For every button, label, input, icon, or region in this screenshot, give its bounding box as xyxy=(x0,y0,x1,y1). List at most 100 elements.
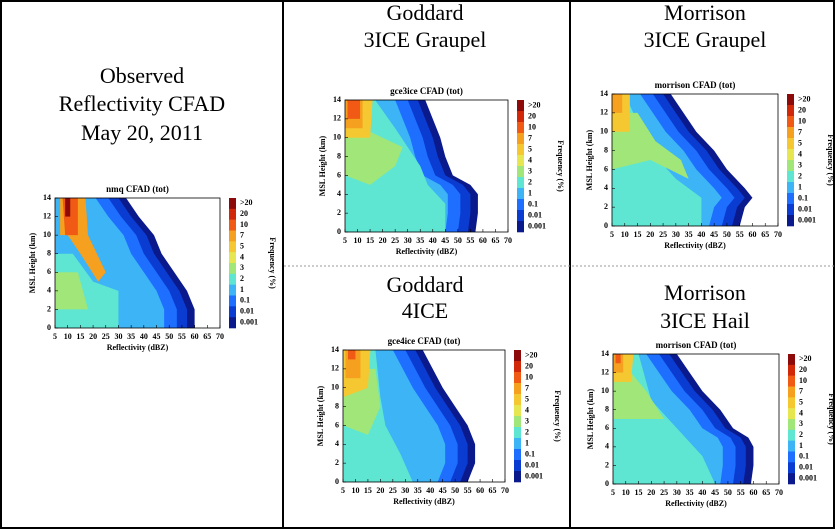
colorbar-swatch xyxy=(514,394,521,406)
colorbar-swatch xyxy=(514,427,521,439)
x-tick-label: 35 xyxy=(127,332,135,341)
x-tick-label: 35 xyxy=(416,236,424,245)
x-tick-label: 55 xyxy=(737,488,745,497)
contour-band xyxy=(612,112,689,179)
colorbar-label: 5 xyxy=(240,242,244,251)
x-tick-label: 35 xyxy=(686,488,694,497)
colorbar-swatch xyxy=(517,155,524,167)
colorbar-label: 0.01 xyxy=(799,463,813,472)
colorbar-swatch xyxy=(229,230,236,242)
colorbar-swatch xyxy=(514,383,521,395)
colorbar-swatch xyxy=(229,208,236,220)
y-tick-label: 2 xyxy=(604,202,608,211)
x-tick-label: 70 xyxy=(775,488,783,497)
plot-frame xyxy=(344,99,509,233)
y-axis-label: MSL Height (km) xyxy=(316,385,325,446)
x-tick-label: 50 xyxy=(723,230,731,239)
colorbar-label: 5 xyxy=(798,138,802,147)
colorbar-label: 5 xyxy=(799,398,803,407)
chart-title: nmq CFAD (tot) xyxy=(106,184,169,194)
y-tick-label: 14 xyxy=(600,89,608,98)
colorbar-label: >20 xyxy=(798,94,811,103)
colorbar-label: 0.001 xyxy=(525,471,543,480)
contour-band xyxy=(65,198,71,217)
y-tick-label: 0 xyxy=(337,227,341,236)
colorbar-swatch xyxy=(514,449,521,461)
y-tick-label: 2 xyxy=(337,208,341,217)
x-tick-label: 10 xyxy=(64,332,72,341)
colorbar-swatch xyxy=(517,122,524,134)
contour-band xyxy=(345,128,403,185)
colorbar-label: 7 xyxy=(528,133,532,142)
colorbar-label: 10 xyxy=(799,376,807,385)
colorbar-swatch xyxy=(788,473,795,485)
y-tick-label: 6 xyxy=(47,267,51,276)
x-tick-label: 45 xyxy=(153,332,161,341)
x-tick-label: 40 xyxy=(698,488,706,497)
y-tick-label: 14 xyxy=(43,193,51,202)
colorbar-label: 4 xyxy=(528,155,532,164)
colorbar-label: 0.001 xyxy=(798,215,816,224)
colorbar-title: Frequency (%) xyxy=(826,134,835,186)
colorbar-swatch xyxy=(517,133,524,145)
x-axis-label: Reflectivity (dBZ) xyxy=(664,241,726,250)
colorbar-label: 3 xyxy=(240,263,244,272)
y-tick-label: 6 xyxy=(335,420,339,429)
colorbar-label: 1 xyxy=(525,438,529,447)
colorbar-swatch xyxy=(788,386,795,398)
colorbar-label: 7 xyxy=(798,127,802,136)
x-tick-label: 50 xyxy=(165,332,173,341)
x-tick-label: 5 xyxy=(341,486,345,495)
y-tick-label: 4 xyxy=(47,286,51,295)
colorbar-label: 0.01 xyxy=(798,204,812,213)
colorbar-swatch xyxy=(229,284,236,296)
x-axis-label: Reflectivity (dBZ) xyxy=(665,499,727,508)
colorbar-swatch xyxy=(517,166,524,178)
colorbar-label: >20 xyxy=(528,100,541,109)
x-tick-label: 70 xyxy=(501,486,509,495)
colorbar-label: 7 xyxy=(799,387,803,396)
colorbar-swatch xyxy=(787,127,794,139)
plot-frame xyxy=(611,93,779,227)
x-tick-label: 30 xyxy=(404,236,412,245)
colorbar-title: Frequency (%) xyxy=(268,237,277,289)
panel-heading: Morrison xyxy=(664,280,746,305)
x-tick-label: 65 xyxy=(489,486,497,495)
y-tick-label: 8 xyxy=(335,401,339,410)
colorbar-label: 0.01 xyxy=(525,460,539,469)
colorbar-swatch xyxy=(229,306,236,318)
colorbar-label: 2 xyxy=(798,171,802,180)
colorbar-title: Frequency (%) xyxy=(556,140,565,192)
x-tick-label: 20 xyxy=(647,488,655,497)
panel-heading: Goddard xyxy=(387,272,464,297)
chart-title: gce3ice CFAD (tot) xyxy=(390,86,463,96)
colorbar-label: 0.1 xyxy=(799,452,809,461)
y-tick-label: 4 xyxy=(604,183,608,192)
x-tick-label: 55 xyxy=(178,332,186,341)
panel-heading: Goddard xyxy=(387,0,464,25)
contour-area xyxy=(343,350,476,482)
x-tick-label: 55 xyxy=(466,236,474,245)
x-axis-label: Reflectivity (dBZ) xyxy=(396,247,458,256)
y-tick-label: 10 xyxy=(331,383,339,392)
x-tick-label: 5 xyxy=(611,488,615,497)
x-tick-label: 70 xyxy=(774,230,782,239)
colorbar-swatch xyxy=(788,429,795,441)
contour-band xyxy=(347,100,361,119)
colorbar-label: 10 xyxy=(525,372,533,381)
colorbar-label: 5 xyxy=(525,394,529,403)
colorbar-swatch xyxy=(787,171,794,183)
colorbar-swatch xyxy=(514,405,521,417)
x-tick-label: 10 xyxy=(351,486,359,495)
colorbar-label: 0.1 xyxy=(525,449,535,458)
colorbar-label: 2 xyxy=(240,274,244,283)
plot-frame xyxy=(342,349,506,483)
colorbar-label: 20 xyxy=(799,365,807,374)
x-tick-label: 60 xyxy=(476,486,484,495)
colorbar-swatch xyxy=(788,375,795,387)
x-tick-label: 15 xyxy=(364,486,372,495)
colorbar-swatch xyxy=(788,364,795,376)
colorbar-swatch xyxy=(788,397,795,409)
contour-band xyxy=(612,94,623,113)
x-tick-label: 55 xyxy=(736,230,744,239)
